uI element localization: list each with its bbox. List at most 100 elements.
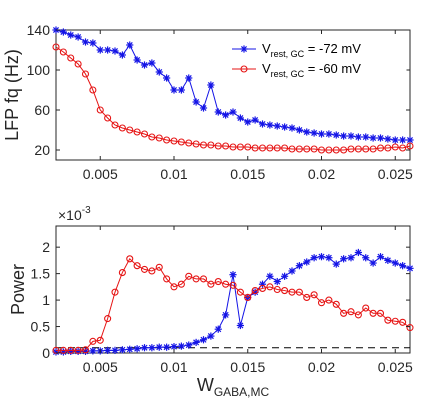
legend-marker [240, 45, 248, 53]
data-point [81, 38, 90, 46]
data-point [163, 136, 171, 144]
data-point [347, 132, 355, 140]
top-y-tick-label: 100 [27, 62, 51, 78]
bottom-plot-area [52, 248, 414, 356]
bottom-y-tick-label: 0.5 [31, 319, 51, 335]
bottom-y-tick-label: 2 [42, 239, 50, 255]
data-point [148, 59, 156, 67]
data-point [317, 146, 326, 154]
data-point [310, 254, 318, 262]
data-point [244, 118, 252, 126]
top-x-tick-label: 0.015 [230, 166, 265, 182]
data-point [214, 325, 222, 333]
data-point [281, 123, 289, 131]
data-point [281, 287, 289, 295]
data-point [354, 145, 362, 153]
data-point [347, 145, 355, 153]
y-axis-multiplier: ×10-3 [58, 205, 91, 223]
data-point [399, 144, 407, 152]
data-point [207, 280, 215, 288]
data-point [340, 146, 348, 154]
data-point [74, 346, 82, 354]
bottom-axes-frame [55, 225, 411, 354]
data-point [155, 134, 163, 142]
data-point [192, 338, 200, 347]
data-point [325, 254, 333, 262]
data-point [288, 145, 296, 153]
data-point [406, 136, 414, 144]
data-point [273, 277, 281, 286]
top-x-tick-label: 0.025 [378, 166, 413, 182]
data-point [251, 116, 259, 124]
data-point [303, 145, 311, 153]
data-point [185, 272, 193, 280]
top-y-tick-label: 60 [34, 102, 50, 118]
top-y-axis-label: LFP fq (Hz) [2, 49, 22, 141]
data-point [52, 43, 60, 51]
data-point [325, 130, 333, 138]
power-panel: 0.005 0.01 0.015 0.02 0.025 0 0.5 1 1.5 2 Power ×… [8, 205, 414, 399]
data-point [133, 128, 141, 136]
data-point [384, 135, 392, 143]
data-point [118, 124, 126, 132]
data-point [155, 343, 163, 351]
data-point [163, 74, 171, 82]
legend-entry-2: Vrest, GC = -60 mV [262, 61, 361, 79]
data-point [155, 68, 163, 76]
data-point [399, 262, 407, 270]
legend: Vrest, GC = -72 mV Vrest, GC = -60 mV [225, 35, 407, 81]
data-point [89, 39, 97, 47]
data-point [369, 259, 377, 267]
data-point [340, 255, 348, 263]
data-point [126, 126, 134, 134]
data-point [369, 145, 377, 153]
data-point [376, 253, 385, 261]
data-point [185, 74, 193, 82]
data-point [229, 271, 237, 279]
data-point [251, 144, 259, 152]
data-point [369, 134, 377, 142]
data-point [347, 254, 355, 262]
top-x-tick-label: 0.01 [160, 166, 187, 182]
data-point [192, 275, 200, 283]
bottom-series-2-line [56, 258, 411, 351]
data-point [111, 121, 119, 129]
data-point [258, 144, 267, 152]
data-point [214, 142, 222, 150]
data-point [317, 253, 326, 261]
data-point [199, 275, 208, 283]
data-point [362, 254, 370, 262]
data-point [332, 131, 340, 139]
data-point [118, 269, 126, 277]
data-point [170, 283, 178, 291]
data-point [222, 311, 230, 319]
data-point [288, 124, 296, 132]
data-point [163, 343, 171, 351]
data-point [295, 288, 303, 296]
data-point [222, 142, 230, 150]
data-point [236, 143, 244, 151]
data-point [67, 346, 75, 354]
data-point [74, 33, 82, 41]
data-point [251, 287, 259, 295]
data-point [67, 31, 75, 39]
data-point [177, 280, 185, 288]
data-point [266, 283, 274, 291]
data-point [303, 128, 311, 136]
data-point [266, 272, 274, 280]
data-point [118, 346, 126, 354]
bottom-x-tick-label: 0.02 [308, 359, 335, 375]
data-point [89, 86, 97, 94]
data-point [236, 321, 244, 330]
data-point [126, 41, 134, 49]
bottom-series-1-markers [52, 248, 414, 356]
data-point [406, 142, 414, 150]
data-point [229, 143, 237, 151]
data-point [236, 114, 244, 122]
data-point [111, 47, 119, 55]
data-point [244, 143, 252, 151]
top-series-2-markers [52, 43, 414, 154]
data-point [281, 144, 289, 152]
data-point [288, 267, 296, 275]
